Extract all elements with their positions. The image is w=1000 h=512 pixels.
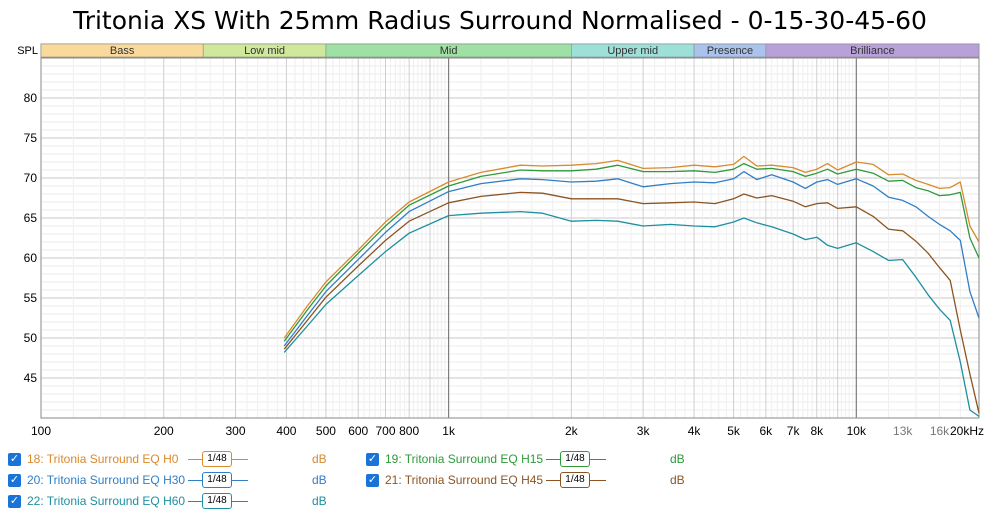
legend-unit: dB [670, 473, 685, 487]
plot-frame [40, 57, 980, 419]
y-tick-label: 55 [24, 291, 38, 305]
smoothing-control[interactable]: 1/48 [188, 493, 248, 509]
legend-item-h15[interactable]: ✓ 19: Tritonia Surround EQ H15 [366, 450, 553, 468]
legend-item-h30[interactable]: ✓ 20: Tritonia Surround EQ H30 [8, 471, 195, 489]
grid [41, 58, 979, 418]
legend-label: 21: Tritonia Surround EQ H45 [385, 473, 544, 487]
series-line-1 [283, 162, 980, 342]
series-line-4 [283, 210, 980, 417]
x-tick-label: 700 [375, 424, 395, 438]
checkbox-checked-icon[interactable]: ✓ [366, 452, 379, 466]
smoothing-value[interactable]: 1/48 [202, 493, 232, 509]
legend-unit: dB [312, 452, 327, 466]
legend: ✓ 18: Tritonia Surround EQ H0 1/48 dB ✓ … [0, 448, 1000, 512]
band-label: Bass [110, 45, 135, 57]
smoothing-value[interactable]: 1/48 [202, 472, 232, 488]
smoothing-control[interactable]: 1/48 [546, 451, 606, 467]
smoothing-value[interactable]: 1/48 [560, 451, 590, 467]
x-tick-label: 100 [31, 424, 51, 438]
y-tick-label: 80 [24, 91, 38, 105]
x-tick-label: 200 [154, 424, 174, 438]
x-tick-label: 20kHz [950, 424, 984, 438]
y-tick-label: 70 [24, 171, 38, 185]
x-tick-label: 1k [442, 424, 456, 438]
x-tick-label: 4k [688, 424, 702, 438]
y-axis-label: SPL [17, 45, 38, 57]
x-tick-label: 600 [348, 424, 368, 438]
series-line-0 [283, 155, 980, 339]
x-tick-label: 16k [930, 424, 950, 438]
smoothing-control[interactable]: 1/48 [188, 451, 248, 467]
legend-unit: dB [312, 473, 327, 487]
band-brilliance [765, 43, 980, 58]
x-tick-label: 7k [787, 424, 801, 438]
legend-item-h45[interactable]: ✓ 21: Tritonia Surround EQ H45 [366, 471, 553, 489]
band-label: Mid [440, 45, 458, 57]
x-tick-label: 6k [760, 424, 774, 438]
x-tick-label: 10k [847, 424, 867, 438]
y-tick-label: 75 [24, 131, 38, 145]
legend-label: 19: Tritonia Surround EQ H15 [385, 452, 544, 466]
x-tick-label: 300 [225, 424, 245, 438]
tick-labels: 45 50 55 60 65 70 75 80 100 200 300 400 500 600 700 800… [24, 91, 984, 438]
series-line-2 [283, 170, 980, 347]
legend-label: 22: Tritonia Surround EQ H60 [27, 494, 186, 508]
smoothing-control[interactable]: 1/48 [188, 472, 248, 488]
x-tick-label: 500 [316, 424, 336, 438]
x-tick-label: 13k [893, 424, 913, 438]
band-label: Brilliance [850, 45, 895, 57]
x-tick-label: 400 [276, 424, 296, 438]
x-tick-label: 5k [727, 424, 741, 438]
legend-item-h60[interactable]: ✓ 22: Tritonia Surround EQ H60 [8, 492, 195, 510]
x-tick-label: 800 [399, 424, 419, 438]
x-tick-label: 2k [565, 424, 579, 438]
checkbox-checked-icon[interactable]: ✓ [8, 452, 21, 466]
y-tick-label: 60 [24, 251, 38, 265]
legend-unit: dB [312, 494, 327, 508]
legend-label: 18: Tritonia Surround EQ H0 [27, 452, 179, 466]
legend-unit: dB [670, 452, 685, 466]
checkbox-checked-icon[interactable]: ✓ [8, 473, 21, 487]
smoothing-control[interactable]: 1/48 [546, 472, 606, 488]
chart-title: Tritonia XS With 25mm Radius Surround No… [73, 6, 927, 35]
y-tick-label: 65 [24, 211, 38, 225]
x-tick-label: 3k [637, 424, 651, 438]
smoothing-value[interactable]: 1/48 [560, 472, 590, 488]
band-strip: Bass Low mid Mid Upper mid Presence Brillianc… [17, 43, 980, 58]
chart-svg: Bass Low mid Mid Upper mid Presence Brillianc… [17, 43, 984, 438]
band-label: Upper mid [607, 45, 658, 57]
series-lines [283, 155, 980, 417]
x-tick-label: 8k [810, 424, 824, 438]
smoothing-value[interactable]: 1/48 [202, 451, 232, 467]
band-label: Presence [707, 45, 753, 57]
y-tick-label: 45 [24, 371, 38, 385]
legend-item-h0[interactable]: ✓ 18: Tritonia Surround EQ H0 [8, 450, 188, 468]
series-line-3 [283, 191, 980, 414]
y-tick-label: 50 [24, 331, 38, 345]
legend-label: 20: Tritonia Surround EQ H30 [27, 473, 186, 487]
checkbox-checked-icon[interactable]: ✓ [8, 494, 21, 508]
axes [40, 57, 980, 419]
band-label: Low mid [244, 45, 285, 57]
checkbox-checked-icon[interactable]: ✓ [366, 473, 379, 487]
